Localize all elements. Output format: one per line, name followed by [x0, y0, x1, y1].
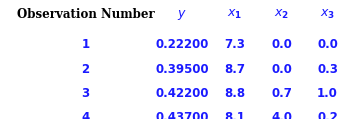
Text: 4.0: 4.0	[272, 111, 293, 119]
Text: $\mathbf{\mathit{x}}_\mathbf{1}$: $\mathbf{\mathit{x}}_\mathbf{1}$	[227, 8, 242, 21]
Text: 0.7: 0.7	[272, 87, 293, 100]
Text: 7.3: 7.3	[224, 38, 245, 51]
Text: 2: 2	[82, 63, 90, 76]
Text: 0.0: 0.0	[317, 38, 338, 51]
Text: Observation Number: Observation Number	[17, 8, 154, 21]
Text: 0.3: 0.3	[317, 63, 338, 76]
Text: 8.1: 8.1	[224, 111, 245, 119]
Text: 0.0: 0.0	[272, 38, 293, 51]
Text: 1.0: 1.0	[317, 87, 338, 100]
Text: 4: 4	[82, 111, 90, 119]
Text: 3: 3	[82, 87, 90, 100]
Text: 0.42200: 0.42200	[155, 87, 209, 100]
Text: $\mathbf{\mathit{x}}_\mathbf{3}$: $\mathbf{\mathit{x}}_\mathbf{3}$	[320, 8, 335, 21]
Text: 8.8: 8.8	[224, 87, 245, 100]
Text: 0.0: 0.0	[272, 63, 293, 76]
Text: 0.43700: 0.43700	[155, 111, 209, 119]
Text: $\mathbf{\mathit{y}}$: $\mathbf{\mathit{y}}$	[177, 8, 187, 22]
Text: $\mathbf{\mathit{x}}_\mathbf{2}$: $\mathbf{\mathit{x}}_\mathbf{2}$	[274, 8, 290, 21]
Text: 8.7: 8.7	[224, 63, 245, 76]
Text: 0.39500: 0.39500	[155, 63, 209, 76]
Text: 0.22200: 0.22200	[155, 38, 209, 51]
Text: 0.2: 0.2	[317, 111, 338, 119]
Text: 1: 1	[82, 38, 90, 51]
